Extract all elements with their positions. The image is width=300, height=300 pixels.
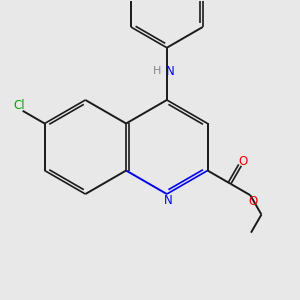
Text: Cl: Cl (13, 99, 25, 112)
Text: N: N (166, 65, 175, 78)
Text: N: N (164, 194, 173, 207)
Text: O: O (238, 155, 248, 168)
Text: H: H (153, 66, 161, 76)
Text: O: O (249, 195, 258, 208)
